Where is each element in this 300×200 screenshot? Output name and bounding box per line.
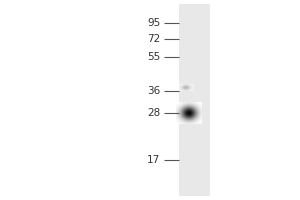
- Text: 36: 36: [147, 86, 161, 96]
- Bar: [178, 4, 210, 196]
- Text: 55: 55: [147, 52, 161, 62]
- Text: 28: 28: [147, 108, 161, 118]
- Text: 72: 72: [147, 34, 161, 44]
- Text: 17: 17: [147, 155, 161, 165]
- Text: 95: 95: [147, 18, 161, 28]
